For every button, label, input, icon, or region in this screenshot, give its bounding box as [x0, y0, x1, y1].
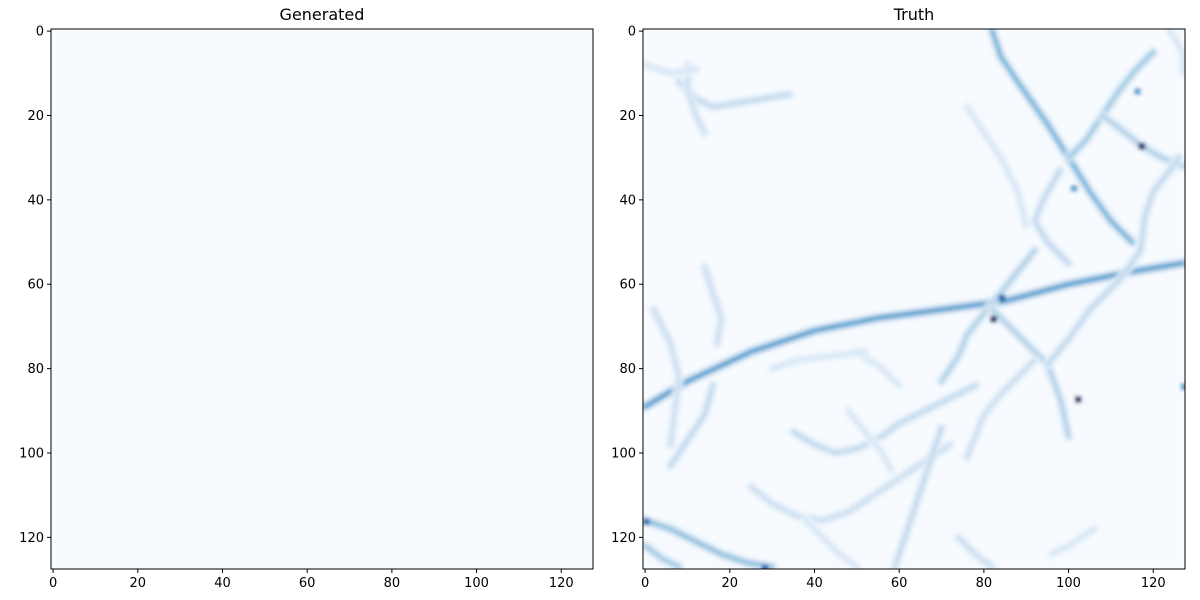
filament — [1049, 526, 1097, 557]
filament — [651, 307, 682, 447]
filament — [803, 518, 860, 569]
panel-truth: Truth 0 20 40 60 80 100 120 0 20 40 60 80 100 120 — [611, 5, 1186, 591]
x-tick-label: 80 — [384, 576, 401, 591]
filament — [685, 62, 707, 135]
x-axis-truth: 0 20 40 60 80 100 120 — [641, 569, 1166, 591]
filament — [964, 357, 1038, 460]
x-axis-generated: 0 20 40 60 80 100 120 — [49, 569, 574, 591]
panel-generated: Generated 0 20 40 60 80 100 120 0 20 40 60 80 100 12… — [19, 5, 594, 591]
x-tick-label: 20 — [130, 576, 147, 591]
x-tick-label: 120 — [1141, 576, 1166, 591]
y-tick-label: 80 — [619, 362, 636, 377]
heatmap-generated — [51, 29, 593, 569]
x-tick-label: 120 — [549, 576, 574, 591]
y-tick-label: 0 — [36, 25, 44, 40]
filament — [1032, 168, 1071, 266]
y-tick-label: 20 — [619, 109, 636, 124]
y-tick-label: 0 — [628, 25, 636, 40]
x-tick-label: 80 — [976, 576, 993, 591]
filament — [964, 104, 1029, 228]
filament — [769, 349, 868, 371]
filament — [956, 535, 995, 569]
filament — [668, 383, 716, 468]
chart-title-generated: Generated — [280, 5, 365, 24]
x-tick-label: 60 — [891, 576, 908, 591]
x-tick-label: 20 — [722, 576, 739, 591]
filament — [1167, 29, 1185, 76]
filament — [643, 543, 682, 569]
x-tick-label: 60 — [299, 576, 316, 591]
y-axis-generated: 0 20 40 60 80 100 120 — [19, 25, 51, 546]
hotspot — [998, 294, 1006, 302]
hotspot — [643, 518, 650, 526]
filament — [643, 62, 699, 76]
filament — [846, 408, 894, 473]
axes-frame-truth — [642, 28, 1186, 570]
y-tick-label: 40 — [619, 193, 636, 208]
y-tick-label: 80 — [27, 362, 44, 377]
y-tick-label: 40 — [27, 193, 44, 208]
filament — [702, 265, 724, 346]
heatmap-cells — [51, 29, 593, 569]
y-tick-label: 20 — [27, 109, 44, 124]
x-tick-label: 40 — [806, 576, 823, 591]
hotspot — [1138, 142, 1146, 150]
filament — [990, 29, 1135, 245]
filament — [643, 518, 775, 569]
filament — [748, 442, 953, 523]
y-tick-label: 100 — [19, 446, 44, 461]
filament — [790, 383, 978, 456]
x-tick-label: 100 — [464, 576, 489, 591]
hotspot — [1180, 383, 1185, 391]
y-tick-label: 120 — [611, 531, 636, 546]
x-tick-label: 40 — [214, 576, 231, 591]
heatmap-background — [51, 29, 593, 569]
y-tick-label: 60 — [27, 278, 44, 293]
filament — [990, 307, 1071, 439]
hotspot — [990, 315, 997, 323]
filament — [1066, 49, 1156, 160]
hotspot — [761, 564, 769, 569]
y-axis-truth: 0 20 40 60 80 100 120 — [611, 25, 643, 546]
x-tick-label: 0 — [49, 576, 57, 591]
y-tick-label: 100 — [611, 446, 636, 461]
filament — [643, 260, 1185, 409]
x-tick-label: 0 — [641, 576, 649, 591]
hotspot — [1134, 88, 1141, 95]
hotspot — [1070, 185, 1078, 192]
y-tick-label: 60 — [619, 278, 636, 293]
hotspot — [1074, 396, 1082, 403]
filament — [939, 248, 1038, 384]
filament — [854, 349, 902, 388]
x-tick-label: 100 — [1056, 576, 1081, 591]
axes-frame-generated — [50, 28, 594, 570]
filament — [892, 425, 944, 569]
heatmap-truth — [643, 29, 1185, 569]
chart-title-truth: Truth — [893, 5, 935, 24]
filament — [1045, 155, 1181, 367]
heatmap-cells — [643, 29, 1185, 569]
y-tick-label: 120 — [19, 531, 44, 546]
